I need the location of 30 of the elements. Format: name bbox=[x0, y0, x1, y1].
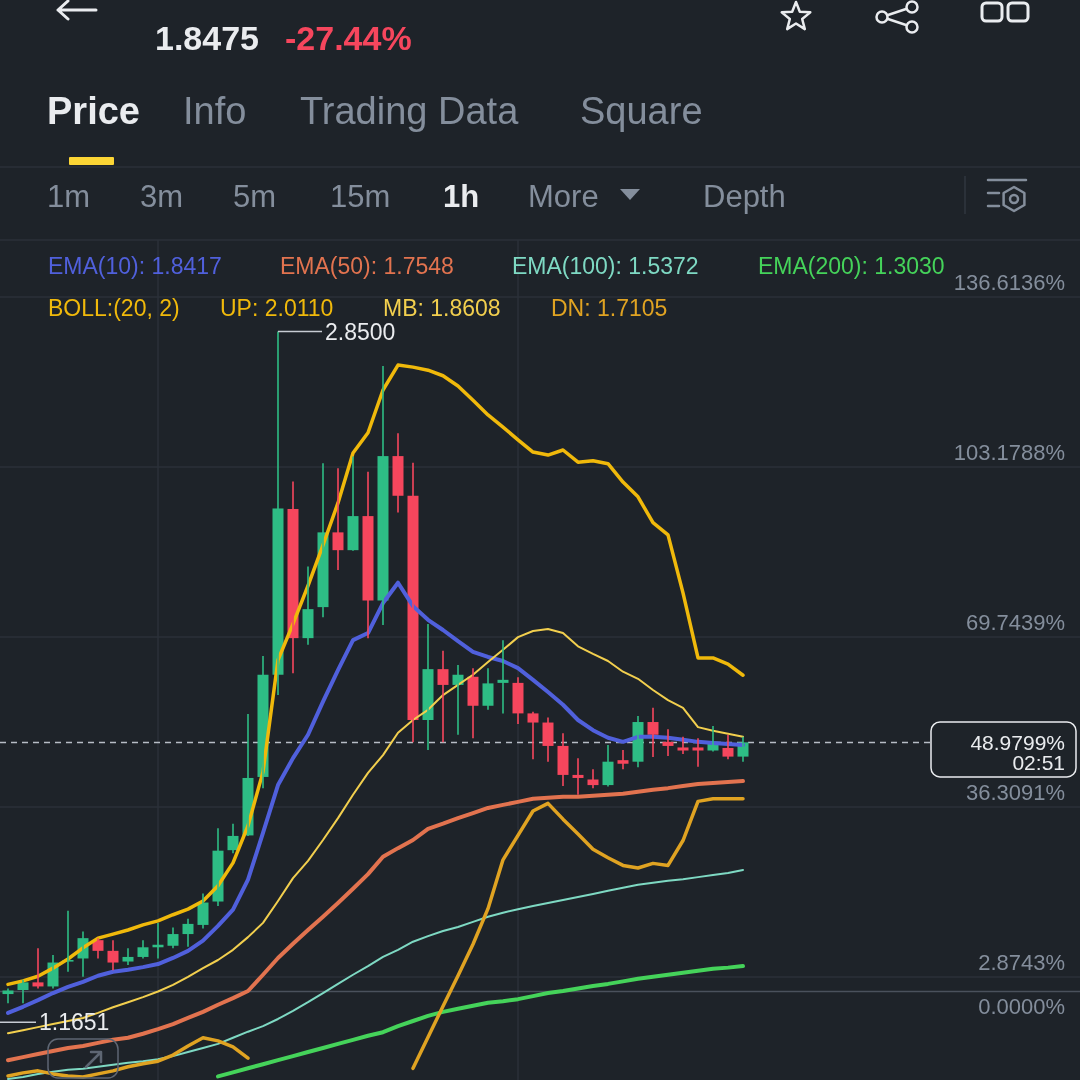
text: MB: 1.8608 bbox=[383, 295, 501, 321]
text: More bbox=[528, 179, 599, 214]
text: EMA(10): 1.8417 bbox=[48, 253, 222, 279]
annotation: BOLL:(20, 2) bbox=[48, 295, 180, 321]
text: Square bbox=[580, 90, 703, 132]
annotation: 2.8500 bbox=[325, 318, 396, 345]
y-tick-label: 136.6136% bbox=[953, 269, 1065, 295]
text: 02:51 bbox=[1012, 751, 1065, 774]
ref-line-label: 0.0000% bbox=[978, 993, 1065, 1019]
y-tick-label: 103.1788% bbox=[953, 439, 1065, 465]
text: EMA(50): 1.7548 bbox=[280, 253, 454, 279]
text: Depth bbox=[703, 179, 786, 214]
text: 3m bbox=[140, 179, 184, 214]
text: 5m bbox=[233, 179, 277, 214]
text: UP: 2.0110 bbox=[220, 295, 334, 321]
chart-subtitle: -27.44% bbox=[285, 19, 412, 57]
chart-title: 1.8475 bbox=[155, 19, 259, 57]
text: 1m bbox=[47, 179, 91, 214]
text: 15m bbox=[330, 179, 391, 214]
text: DN: 1.7105 bbox=[551, 295, 668, 321]
text: Trading Data bbox=[300, 90, 520, 132]
text: Price bbox=[47, 90, 140, 132]
y-tick-label: 36.3091% bbox=[965, 779, 1065, 805]
text: 1h bbox=[443, 179, 480, 214]
text: EMA(100): 1.5372 bbox=[512, 253, 699, 279]
y-tick-label: 69.7439% bbox=[965, 609, 1065, 635]
text: Info bbox=[183, 90, 247, 132]
ref-line-label: 48.9799% bbox=[970, 730, 1065, 754]
text: EMA(200): 1.3030 bbox=[758, 253, 945, 279]
y-tick-label: 2.8743% bbox=[978, 949, 1065, 975]
